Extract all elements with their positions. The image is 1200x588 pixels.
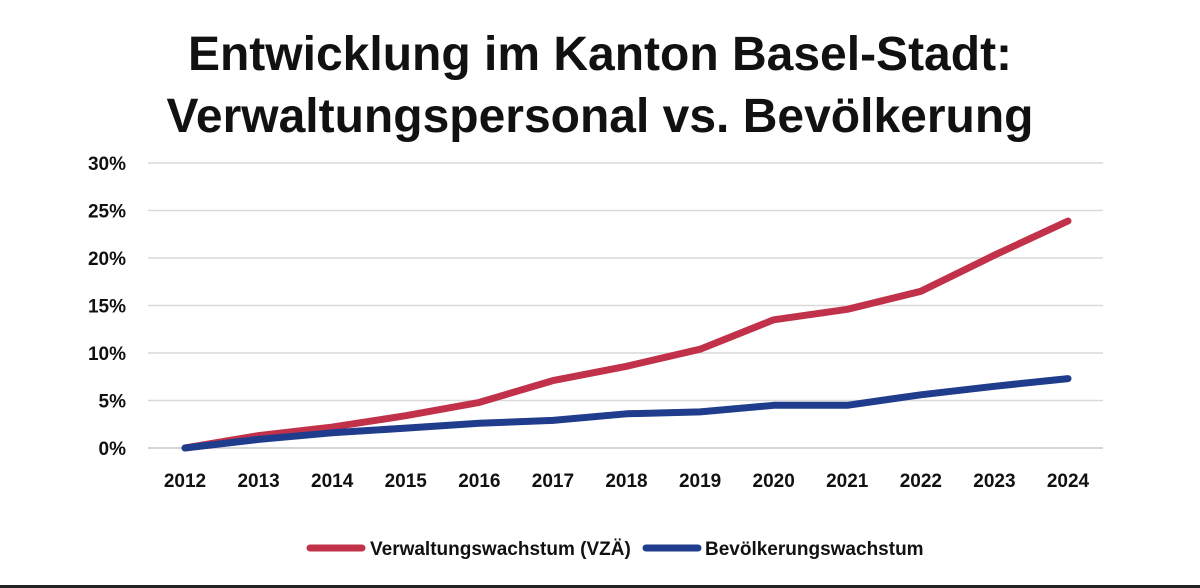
- legend-label: Bevölkerungswachstum: [705, 539, 924, 560]
- legend-label: Verwaltungswachstum (VZÄ): [370, 539, 631, 560]
- x-tick-label: 2012: [164, 471, 206, 492]
- y-tick-label: 10%: [88, 344, 126, 365]
- x-tick-label: 2017: [532, 471, 574, 492]
- x-tick-label: 2024: [1047, 471, 1090, 492]
- bottom-border: [0, 585, 1200, 588]
- legend: Verwaltungswachstum (VZÄ) Bevölkerungswac…: [306, 539, 924, 560]
- series-line-1: [181, 217, 1072, 452]
- x-tick-label: 2014: [311, 471, 354, 492]
- y-tick-label: 30%: [88, 154, 126, 175]
- y-axis-tick-labels: 0% 5% 10% 15% 20% 25% 30%: [88, 154, 126, 460]
- x-tick-label: 2019: [679, 471, 721, 492]
- x-tick-label: 2018: [605, 471, 647, 492]
- series-line-2: [181, 375, 1072, 452]
- x-tick-label: 2015: [385, 471, 428, 492]
- x-tick-label: 2020: [753, 471, 795, 492]
- y-tick-label: 20%: [88, 249, 126, 270]
- y-tick-label: 5%: [99, 392, 127, 413]
- x-tick-label: 2023: [973, 471, 1015, 492]
- legend-item-2: Bevölkerungswachstum: [642, 539, 924, 560]
- series-lines: [181, 217, 1072, 452]
- x-tick-label: 2013: [237, 471, 279, 492]
- gridlines: [148, 162, 1103, 449]
- chart-title-line-1: Entwicklung im Kanton Basel-Stadt:: [188, 28, 1012, 81]
- x-axis-tick-labels: 2012 2013 2014 2015 2016 2017 2018 2019 2020 2021…: [164, 471, 1090, 492]
- x-tick-label: 2016: [458, 471, 500, 492]
- y-tick-label: 15%: [88, 297, 126, 318]
- chart-title-line-2: Verwaltungspersonal vs. Bevölkerung: [167, 90, 1034, 143]
- x-tick-label: 2021: [826, 471, 869, 492]
- y-tick-label: 25%: [88, 202, 126, 223]
- y-tick-label: 0%: [99, 439, 127, 460]
- legend-item-1: Verwaltungswachstum (VZÄ): [306, 539, 631, 560]
- x-tick-label: 2022: [900, 471, 942, 492]
